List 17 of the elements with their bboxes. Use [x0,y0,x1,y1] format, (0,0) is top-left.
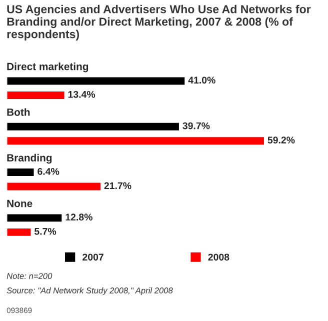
data-label: 12.8% [66,214,92,221]
legend-label: 2007 [82,254,104,261]
legend-label: 2008 [208,254,230,261]
data-label: 39.7% [182,122,210,130]
y-tick-label: Both [7,108,30,116]
source-note: Source: "Ad Network Study 2008," April 2008 [6,287,173,296]
data-label: 5.7% [34,228,56,235]
data-label: 41.0% [188,76,216,84]
y-tick-label: Branding [7,154,52,164]
data-label: 6.4% [38,168,60,175]
y-tick-label: Direct marketing [7,62,88,72]
data-label: 59.2% [268,136,295,144]
text: Note: n=200 [6,273,52,279]
data-label: 13.4% [68,90,96,98]
chart-title: US Agencies and Advertisers Who Use Ad Networks for Branding and/or Direct Marketing, 2007 & 2008 (% of respondents) [7,4,311,40]
y-tick-label: None [7,200,32,208]
data-label: 21.7% [104,182,132,190]
